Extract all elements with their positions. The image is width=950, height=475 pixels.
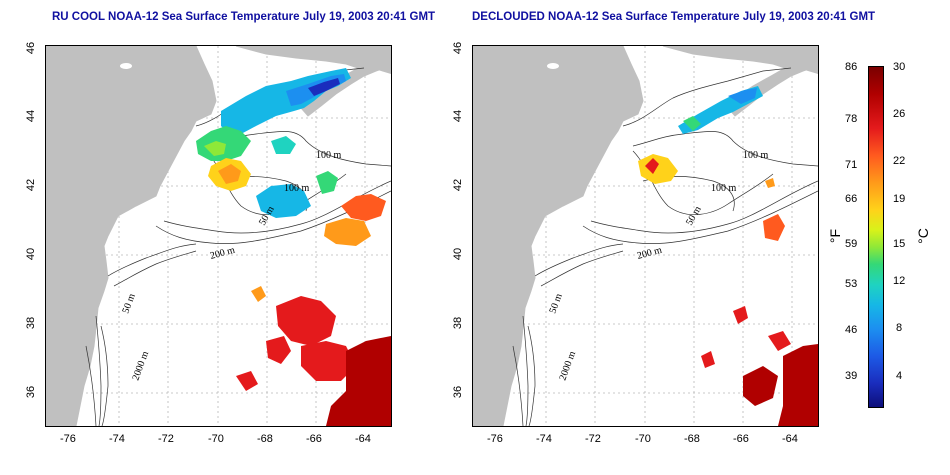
x-tick-label: -76 bbox=[60, 433, 76, 445]
fahrenheit-tick: 71 bbox=[845, 159, 858, 171]
y-tick-label: 36 bbox=[25, 385, 38, 399]
right-sst-map: 100 m 100 m 50 m 200 m 50 m 2000 m bbox=[472, 45, 819, 427]
x-tick-label: -72 bbox=[585, 433, 601, 445]
contour-label: 200 m bbox=[209, 245, 236, 262]
celsius-tick: 15 bbox=[893, 238, 906, 250]
x-tick-label: -74 bbox=[109, 433, 125, 445]
cape-breton-land bbox=[346, 51, 391, 74]
contour-label: 100 m bbox=[316, 150, 342, 161]
celsius-tick: 4 bbox=[896, 370, 903, 382]
right-map-title: DECLOUDED NOAA-12 Sea Surface Temperatur… bbox=[472, 11, 876, 23]
sst-warm-patches bbox=[236, 194, 391, 426]
sst-warm-patches bbox=[701, 214, 818, 426]
x-tick-label: -72 bbox=[158, 433, 174, 445]
contour-label: 2000 m bbox=[557, 350, 578, 382]
temperature-colorbar bbox=[868, 66, 884, 408]
x-tick-label: -70 bbox=[635, 433, 651, 445]
x-tick-label: -68 bbox=[257, 433, 273, 445]
y-tick-label: 46 bbox=[452, 41, 465, 55]
celsius-tick: 22 bbox=[893, 155, 906, 167]
sst-cold-patches bbox=[638, 86, 775, 188]
y-tick-label: 40 bbox=[452, 247, 465, 261]
fahrenheit-tick: 46 bbox=[845, 324, 858, 336]
contour-label: 100 m bbox=[743, 150, 769, 161]
contour-label: 50 m bbox=[120, 292, 137, 315]
fahrenheit-tick: 53 bbox=[845, 278, 858, 290]
y-tick-label: 38 bbox=[25, 316, 38, 330]
y-tick-label: 38 bbox=[452, 316, 465, 330]
fahrenheit-tick: 86 bbox=[845, 61, 858, 73]
fahrenheit-unit-label: °F bbox=[827, 228, 844, 244]
x-tick-label: -76 bbox=[487, 433, 503, 445]
fahrenheit-tick: 39 bbox=[845, 370, 858, 382]
us-coast-land bbox=[473, 46, 644, 426]
contour-label: 100 m bbox=[711, 183, 737, 194]
y-tick-label: 46 bbox=[25, 41, 38, 55]
x-tick-label: -64 bbox=[782, 433, 798, 445]
contour-label: 50 m bbox=[684, 204, 704, 227]
y-tick-label: 40 bbox=[25, 247, 38, 261]
contour-label: 100 m bbox=[284, 183, 310, 194]
contour-label: 2000 m bbox=[130, 350, 151, 382]
x-tick-label: -70 bbox=[208, 433, 224, 445]
celsius-tick: 8 bbox=[896, 322, 903, 334]
contour-label: 50 m bbox=[547, 292, 564, 315]
contour-label: 200 m bbox=[636, 245, 663, 262]
x-tick-label: -68 bbox=[684, 433, 700, 445]
celsius-tick: 26 bbox=[893, 108, 906, 120]
celsius-unit-label: °C bbox=[914, 228, 931, 244]
y-tick-label: 44 bbox=[452, 109, 465, 123]
left-sst-map: 100 m 100 m 50 m 200 m 50 m 2000 m bbox=[45, 45, 392, 427]
y-tick-label: 42 bbox=[452, 178, 465, 192]
sst-cold-patches bbox=[196, 68, 351, 218]
fahrenheit-tick: 59 bbox=[845, 238, 858, 250]
x-tick-label: -64 bbox=[355, 433, 371, 445]
x-tick-label: -74 bbox=[536, 433, 552, 445]
y-tick-label: 36 bbox=[452, 385, 465, 399]
x-tick-label: -66 bbox=[306, 433, 322, 445]
left-map-title: RU COOL NOAA-12 Sea Surface Temperature … bbox=[52, 11, 436, 23]
y-tick-label: 42 bbox=[25, 178, 38, 192]
celsius-tick: 30 bbox=[893, 61, 906, 73]
cape-breton-land bbox=[773, 51, 818, 74]
celsius-tick: 12 bbox=[893, 275, 906, 287]
celsius-tick: 19 bbox=[893, 193, 906, 205]
us-coast-land bbox=[46, 46, 217, 426]
fahrenheit-tick: 66 bbox=[845, 193, 858, 205]
fahrenheit-tick: 78 bbox=[845, 113, 858, 125]
x-tick-label: -66 bbox=[733, 433, 749, 445]
y-tick-label: 44 bbox=[25, 109, 38, 123]
